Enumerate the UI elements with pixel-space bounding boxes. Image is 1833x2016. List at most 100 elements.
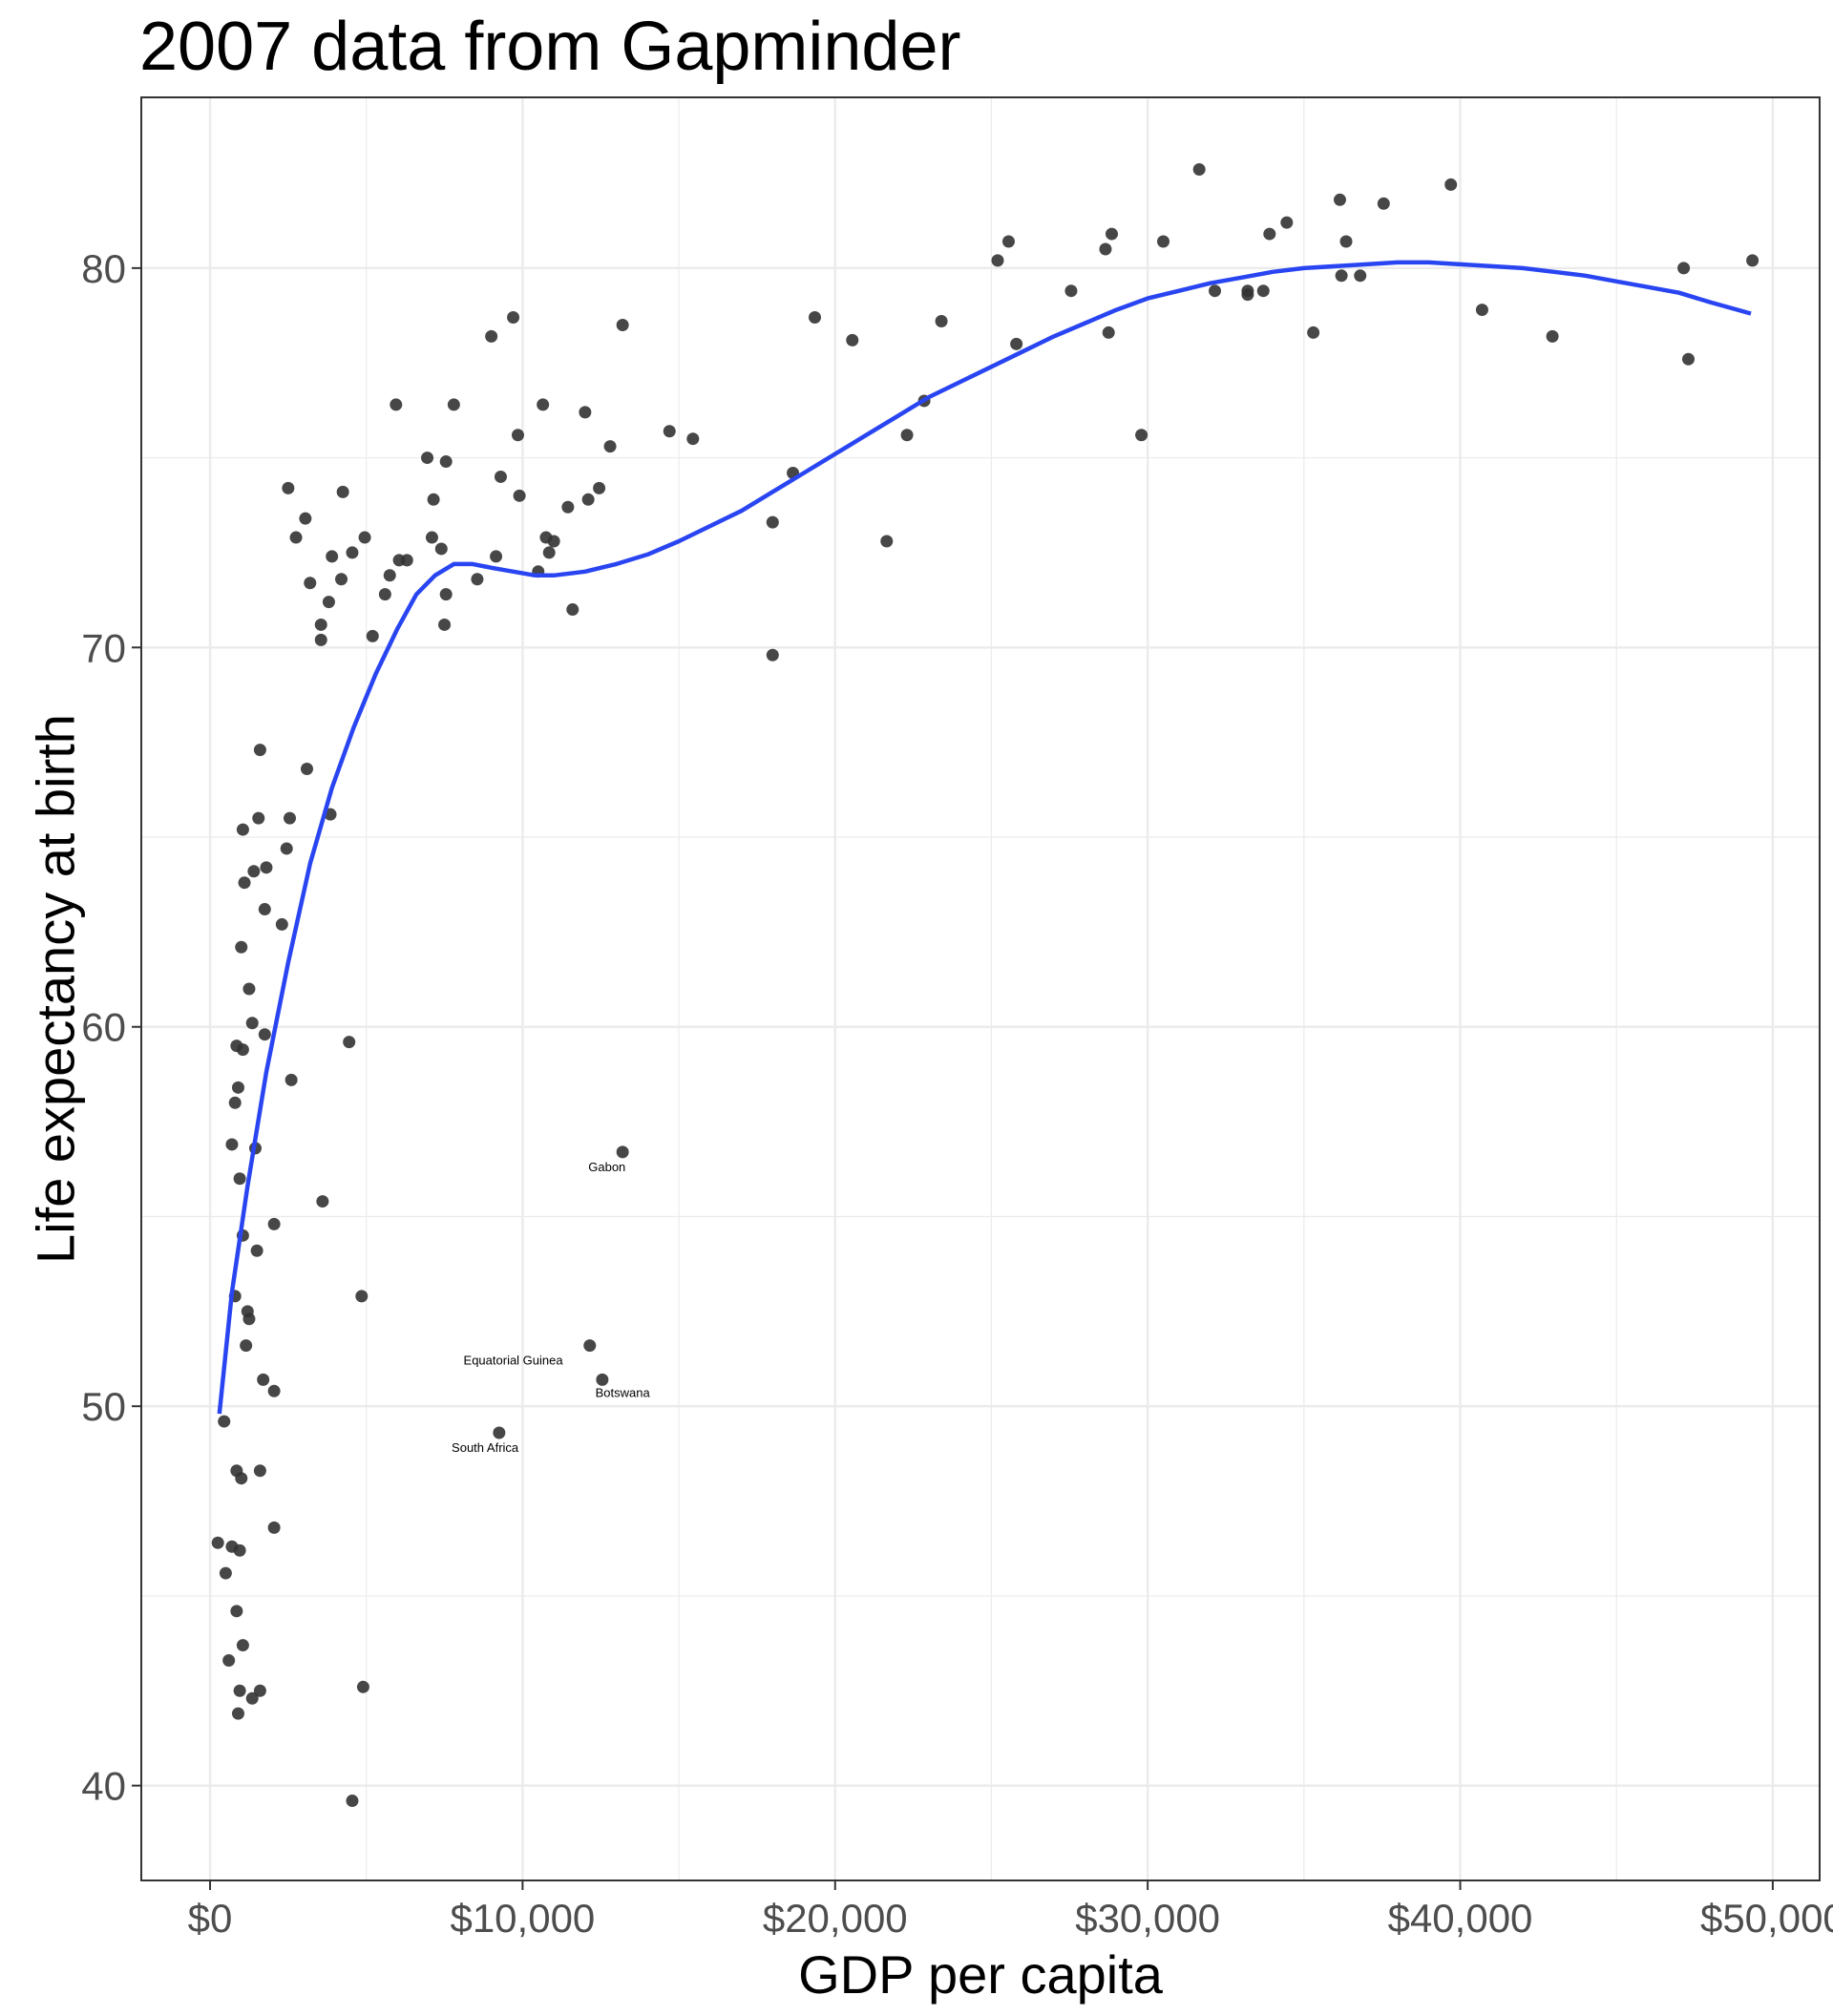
chart-title: 2007 data from Gapminder	[139, 9, 961, 85]
data-point	[1677, 262, 1691, 275]
data-point	[1280, 216, 1294, 229]
y-tick-label: 40	[81, 1764, 126, 1809]
data-point	[1339, 235, 1353, 248]
data-point	[235, 1472, 248, 1485]
data-point	[439, 588, 453, 601]
grid-lines	[141, 97, 1820, 1880]
data-point	[579, 406, 592, 419]
data-point	[322, 596, 335, 609]
smooth-line-layer	[217, 260, 1752, 1415]
data-point	[616, 318, 629, 331]
x-tick-label: $50,000	[1700, 1896, 1833, 1941]
y-tick-label: 50	[81, 1384, 126, 1429]
data-point	[233, 1684, 246, 1697]
data-point	[421, 452, 434, 465]
x-axis-ticks: $0 $10,000 $20,000 $30,000 $40,000 $50,000	[188, 1880, 1833, 1941]
data-point	[260, 861, 273, 874]
data-point	[686, 432, 700, 446]
data-point	[343, 1036, 356, 1049]
scatter-points	[211, 163, 1759, 1808]
data-point	[581, 493, 595, 506]
data-point	[218, 1415, 231, 1428]
data-point	[766, 515, 779, 529]
point-label: South Africa	[452, 1440, 519, 1455]
x-tick-label: $10,000	[450, 1896, 595, 1941]
data-point	[267, 1217, 281, 1230]
data-point	[663, 425, 676, 438]
smooth-trend-line	[217, 260, 1752, 1415]
data-point	[222, 1653, 236, 1667]
data-point	[808, 311, 821, 325]
data-point	[335, 573, 348, 586]
data-point	[1001, 235, 1015, 248]
data-point	[238, 876, 251, 890]
data-point	[1475, 304, 1488, 317]
data-point	[447, 398, 460, 411]
data-point	[390, 398, 403, 411]
data-point	[616, 1145, 629, 1159]
data-point	[247, 865, 261, 878]
data-point	[284, 1073, 298, 1086]
data-point	[378, 588, 391, 601]
data-point	[245, 1017, 259, 1030]
data-point	[1192, 163, 1206, 177]
data-point	[1010, 337, 1023, 350]
data-point	[493, 1426, 506, 1439]
data-point	[282, 481, 295, 494]
y-tick-label: 80	[81, 246, 126, 291]
data-point	[1241, 288, 1254, 302]
x-tick-label: $20,000	[763, 1896, 908, 1941]
data-point	[1135, 429, 1148, 442]
data-point	[425, 531, 438, 544]
data-point	[846, 333, 859, 346]
data-point	[766, 648, 779, 662]
data-point	[233, 1172, 246, 1186]
y-axis-ticks: 40 50 60 70 80	[81, 246, 141, 1809]
data-point	[231, 1081, 244, 1094]
point-label: Botswana	[596, 1385, 651, 1399]
data-point	[240, 1339, 253, 1353]
data-point	[252, 811, 265, 825]
data-point	[434, 542, 448, 556]
data-point	[596, 1373, 609, 1386]
data-point	[242, 982, 256, 996]
data-point	[314, 618, 327, 631]
x-tick-label: $0	[188, 1896, 233, 1941]
data-point	[253, 744, 266, 757]
data-point	[366, 629, 379, 642]
data-point	[439, 455, 453, 469]
point-label: Gabon	[588, 1160, 625, 1174]
data-point	[336, 485, 349, 498]
data-point	[438, 618, 452, 631]
data-point	[513, 489, 526, 502]
data-point	[257, 1373, 270, 1386]
data-point	[1333, 193, 1346, 206]
data-point	[314, 633, 327, 646]
data-point	[280, 842, 293, 855]
data-point	[1105, 227, 1118, 241]
data-point	[383, 569, 396, 582]
data-point	[400, 554, 413, 567]
data-point	[304, 577, 317, 590]
data-point	[236, 1639, 249, 1652]
data-point	[236, 1043, 249, 1057]
data-point	[316, 1195, 329, 1208]
data-point	[507, 311, 520, 325]
data-point	[583, 1339, 597, 1353]
data-point	[1099, 242, 1112, 256]
data-point	[537, 398, 550, 411]
data-point	[1263, 227, 1276, 241]
data-point	[284, 811, 297, 825]
x-tick-label: $40,000	[1388, 1896, 1533, 1941]
data-point	[991, 254, 1004, 267]
data-point	[301, 762, 314, 775]
data-point	[494, 470, 507, 483]
data-point	[1064, 284, 1078, 298]
data-point	[267, 1521, 281, 1534]
data-point	[485, 329, 498, 343]
data-point	[233, 1544, 246, 1557]
data-point	[355, 1290, 369, 1303]
data-point	[471, 573, 484, 586]
data-point	[346, 1795, 359, 1808]
data-point	[241, 1305, 254, 1318]
